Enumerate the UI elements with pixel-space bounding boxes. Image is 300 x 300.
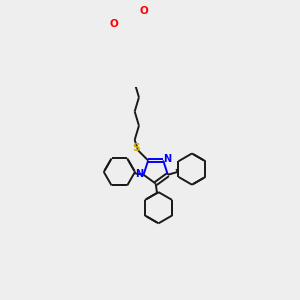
Text: S: S bbox=[132, 143, 140, 153]
Text: N: N bbox=[135, 169, 143, 179]
Text: N: N bbox=[163, 154, 171, 164]
Text: O: O bbox=[140, 6, 148, 16]
Text: O: O bbox=[109, 19, 118, 29]
